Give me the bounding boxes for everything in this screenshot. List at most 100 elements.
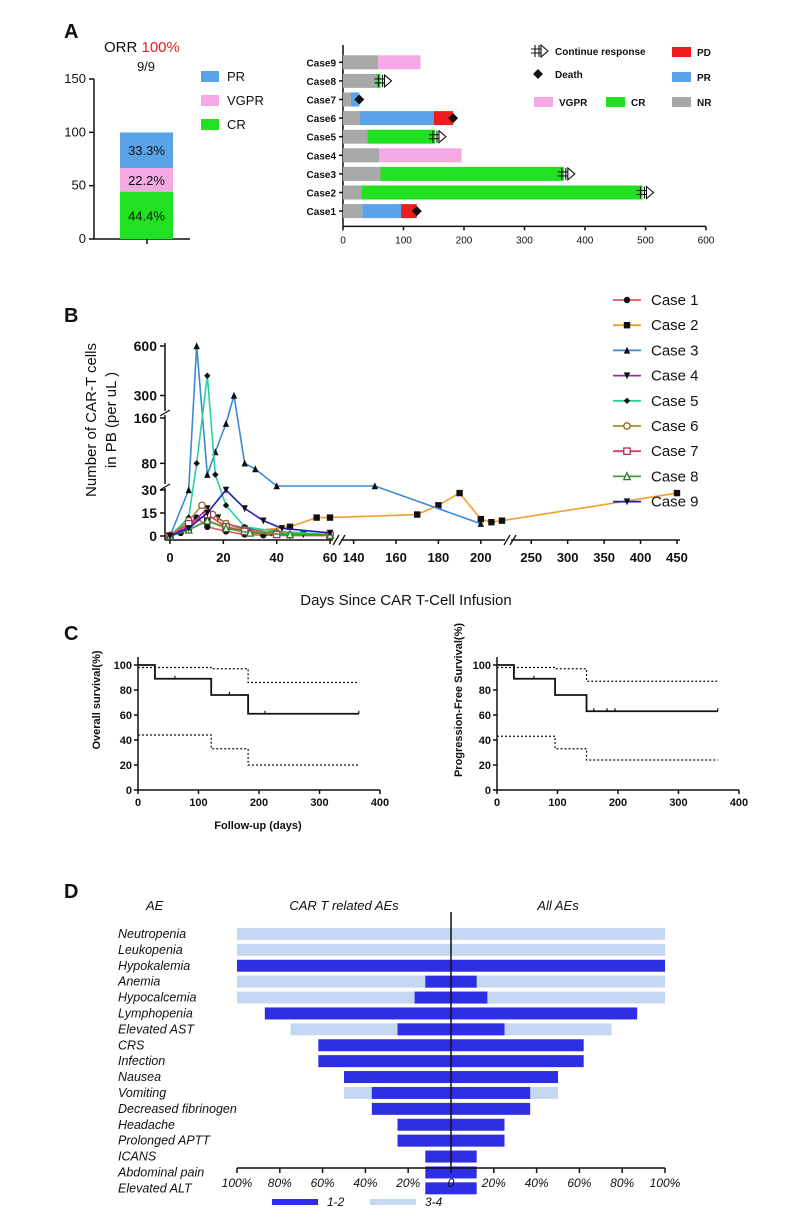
b-series-point: [222, 502, 230, 509]
d-left-grade34-bar: [237, 991, 451, 1004]
d-left-grade12-bar: [264, 1007, 451, 1020]
b-legend-marker: [623, 296, 631, 304]
b-series-point: [245, 527, 255, 537]
a2-bar-pd: [401, 204, 417, 219]
progression-free-survival-km-chart: Progression-Free Survival(%) 0 20 40 60 80 10…: [453, 623, 748, 809]
d-ae-label: Anemia: [117, 975, 160, 989]
a2-legend-death-icon: [533, 69, 543, 79]
b-legend-label: Case 6: [651, 418, 699, 435]
a2-death-marker: [354, 94, 365, 105]
d-right-grade12-bar: [451, 1055, 584, 1068]
b-legend-marker: [623, 422, 631, 430]
b-series-point: [456, 489, 463, 497]
d-left-grade12-bar: [397, 1023, 451, 1036]
d-ae-label: Vomiting: [118, 1086, 166, 1100]
a2-x-tick-label: 600: [698, 235, 715, 246]
b-x-tick-label: 140: [343, 550, 365, 565]
continue-response-marker-bars: [428, 130, 441, 143]
a2-bar-pd: [433, 111, 454, 126]
d-right-grade12-bar: [451, 1134, 505, 1147]
panel-label-c: C: [64, 623, 78, 645]
d-ae-label: Infection: [118, 1054, 165, 1068]
orr-title: ORR 100%: [104, 39, 180, 56]
d-left-grade12-bar: [371, 1086, 451, 1099]
a1-segment-cr: [120, 191, 173, 239]
d-ae-label: Nausea: [118, 1070, 161, 1084]
b-series-point: [488, 519, 495, 526]
km-survival-curve: [497, 664, 718, 713]
d-left-grade12-bar: [344, 1071, 451, 1084]
b-series-point: [221, 523, 231, 533]
a2-case-label: Case7: [307, 96, 337, 107]
d-x-tick-label: 20%: [395, 1176, 420, 1190]
b-legend-label: Case 9: [651, 494, 699, 511]
b-series-point: [204, 372, 211, 379]
b-legend-marker: [623, 322, 631, 329]
b-series-point: [193, 460, 200, 467]
km-y-tick-label: 100: [114, 660, 132, 672]
b-x-tick-label: 160: [385, 550, 407, 565]
panel-label-b: B: [64, 305, 78, 327]
a2-x-tick-label: 500: [637, 235, 654, 246]
d-left-grade12-bar: [318, 1055, 451, 1068]
a2-case-label: Case1: [307, 207, 337, 218]
d-right-grade34-bar: [451, 943, 665, 956]
a2-legend-swatch: [534, 97, 553, 107]
a2-bar-vgpr: [378, 55, 421, 70]
b-series-point: [198, 501, 206, 510]
d-legend-grade12-label: 1-2: [327, 1195, 345, 1209]
b-series-point: [222, 419, 230, 427]
a1-segment-label: 33.3%: [128, 143, 165, 158]
a2-x-tick-label: 0: [340, 235, 346, 246]
continue-response-marker-bars: [636, 186, 649, 199]
a2-bar-nr: [343, 148, 380, 163]
b-series-point: [222, 486, 230, 494]
km-x-tick-label: 100: [548, 797, 566, 809]
b-legend-label: Case 1: [651, 292, 699, 309]
b-series-point: [204, 505, 211, 513]
d-legend-grade34-label: 3-4: [425, 1195, 443, 1209]
panel-label-d: D: [64, 881, 78, 903]
b-series-point: [477, 520, 484, 527]
d-header-left: CAR T related AEs: [289, 898, 399, 913]
d-left-grade12-bar: [425, 1150, 451, 1163]
km-y-tick-label: 0: [126, 785, 132, 797]
d-ae-label: Elevated ALT: [118, 1181, 193, 1195]
km-y-tick-label: 20: [120, 760, 132, 772]
a1-legend-label: CR: [227, 117, 246, 132]
a1-segment-label: 22.2%: [128, 173, 165, 188]
car-t-expansion-line-chart: Number of CAR-T cells in PB (per uL ) Da…: [83, 292, 699, 609]
a2-legend-label: NR: [697, 98, 712, 109]
a1-y-tick-label: 150: [64, 71, 86, 86]
b-series-point: [326, 529, 334, 537]
b-ylabel-line1: Number of CAR-T cells: [83, 343, 100, 497]
b-series-point: [326, 514, 334, 521]
km-y-tick-label: 60: [120, 710, 132, 722]
b-x-tick-label: 450: [666, 550, 688, 565]
a2-continue-response-marker: [428, 129, 447, 144]
b-series-point: [286, 523, 294, 530]
b-series-point: [273, 482, 280, 490]
km-lower-ci: [138, 734, 359, 766]
a2-bar-nr: [343, 166, 381, 181]
d-ae-label: Headache: [118, 1118, 175, 1132]
d-left-grade12-bar: [425, 975, 451, 988]
b-series-point: [278, 525, 286, 533]
b-y-axis-break: [159, 409, 171, 491]
b-x-tick-label: 180: [428, 550, 450, 565]
b-xlabel: Days Since CAR T-Cell Infusion: [300, 592, 511, 609]
d-ae-label: Hypokalemia: [118, 959, 190, 973]
b-y-tick-label: 80: [141, 455, 157, 471]
b-series-point: [414, 511, 421, 518]
b-x-tick-label: 20: [216, 550, 230, 565]
c1-ylabel: Overall survival(%): [91, 650, 103, 749]
b-series-point: [498, 517, 506, 524]
b-series-point: [185, 525, 192, 533]
d-ae-label: CRS: [118, 1038, 145, 1052]
d-right-grade12-bar: [451, 1071, 558, 1084]
km-x-tick-label: 400: [371, 797, 389, 809]
b-x-tick-label: 250: [520, 550, 542, 565]
km-y-tick-label: 80: [120, 685, 132, 697]
d-right-grade12-bar: [451, 1023, 505, 1036]
b-series-point: [204, 470, 211, 478]
